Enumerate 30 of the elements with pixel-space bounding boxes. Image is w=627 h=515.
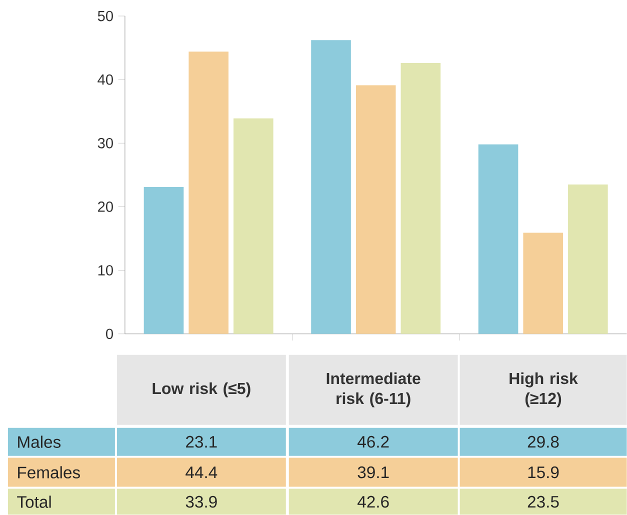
y-tick-label: 0 <box>106 328 113 340</box>
data-label: 42.6 <box>358 496 389 508</box>
bar <box>356 85 396 334</box>
y-tick-label: 40 <box>98 74 113 85</box>
bar <box>568 184 608 334</box>
x-tick-label: Intermediate risk (6-11) <box>326 372 420 408</box>
y-tick-label: 20 <box>98 202 113 212</box>
y-tick-label: 50 <box>98 10 113 22</box>
data-label: 46.2 <box>358 436 389 448</box>
bar <box>144 187 184 334</box>
text: Males <box>18 436 61 448</box>
text: Total <box>17 496 51 508</box>
data-label: 29.8 <box>528 436 559 448</box>
bar <box>400 63 441 334</box>
bar <box>523 232 564 334</box>
x-tick-label: High risk (≥12) <box>510 372 578 408</box>
text: Females <box>18 466 80 479</box>
data-label: 39.1 <box>358 466 389 478</box>
data-label: 15.9 <box>528 466 559 478</box>
bar <box>311 40 351 334</box>
data-label: 44.4 <box>186 466 218 478</box>
bar <box>478 144 518 334</box>
data-label: 23.1 <box>186 436 217 448</box>
data-label: 23.5 <box>528 496 559 508</box>
data-label: 33.9 <box>186 496 217 508</box>
bar <box>188 52 228 334</box>
y-tick-label: 30 <box>98 138 113 148</box>
y-tick-label: 10 <box>98 265 113 276</box>
bar <box>234 118 274 334</box>
x-tick-label: Low risk (≤5) <box>152 382 250 398</box>
